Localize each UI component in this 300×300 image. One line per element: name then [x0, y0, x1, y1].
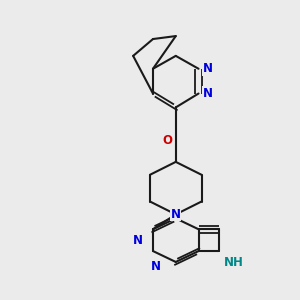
Text: N: N: [202, 87, 212, 100]
Text: O: O: [163, 134, 173, 147]
Text: N: N: [171, 208, 181, 221]
Text: N: N: [133, 234, 143, 247]
Text: N: N: [151, 260, 161, 273]
Text: NH: NH: [224, 256, 244, 269]
Text: N: N: [202, 62, 212, 75]
